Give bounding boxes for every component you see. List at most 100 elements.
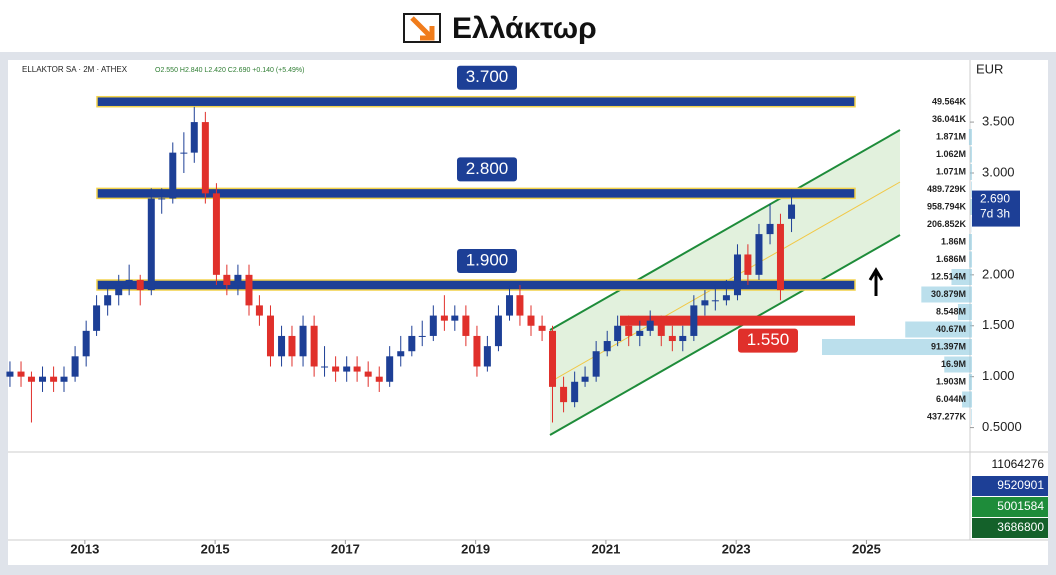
profile-bar	[970, 199, 972, 215]
x-tick-label: 2021	[591, 541, 620, 556]
profile-label: 1.062M	[936, 149, 966, 159]
candle-body	[441, 316, 448, 321]
x-tick-label: 2025	[852, 541, 881, 556]
candle-body	[679, 336, 686, 341]
symbol: ELLAKTOR SA · 2M · ATHEX	[22, 65, 128, 74]
candle-body	[484, 346, 491, 366]
candle-body	[321, 366, 328, 367]
volume-label: 9520901	[997, 478, 1044, 492]
level-label: 1.550	[747, 330, 790, 349]
candle-body	[539, 326, 546, 331]
candle-body	[6, 372, 13, 377]
ohlc: O2.550 H2.840 L2.420 C2.690 +0.140 (+5.4…	[155, 67, 304, 74]
candle-body	[213, 193, 220, 274]
countdown: 7d 3h	[980, 207, 1010, 221]
candle-body	[647, 321, 654, 331]
candle-body	[625, 326, 632, 336]
candle-body	[39, 377, 46, 382]
profile-bar	[969, 252, 972, 268]
profile-label: 49.564K	[932, 96, 967, 106]
profile-label: 30.879M	[931, 289, 966, 299]
candle-body	[115, 285, 122, 295]
candle-body	[376, 377, 383, 382]
candle-body	[408, 336, 415, 351]
y-tick-label: 2.000	[982, 266, 1015, 281]
candle-body	[158, 198, 165, 199]
candle-body	[506, 295, 513, 315]
candle-body	[267, 316, 274, 357]
candle-body	[462, 316, 469, 336]
candle-body	[734, 254, 741, 295]
candle-body	[278, 336, 285, 356]
y-tick-label: 3.000	[982, 164, 1015, 179]
candle-body	[690, 305, 697, 336]
candle-body	[755, 234, 762, 275]
profile-label: 489.729K	[927, 184, 967, 194]
candle-body	[495, 316, 502, 347]
candle-body	[332, 366, 339, 371]
candle-body	[451, 316, 458, 321]
profile-label: 12.514M	[931, 271, 966, 281]
candle-body	[288, 336, 295, 356]
profile-label: 91.397M	[931, 341, 966, 351]
profile-label: 16.9M	[941, 359, 966, 369]
x-tick-label: 2023	[722, 541, 751, 556]
currency: EUR	[976, 61, 1003, 76]
candle-body	[788, 205, 795, 219]
y-tick-label: 1.000	[982, 368, 1015, 383]
candle-body	[636, 331, 643, 336]
volume-label: 11064276	[992, 457, 1045, 471]
candle-body	[311, 326, 318, 367]
candle-body	[777, 224, 784, 290]
candle-body	[528, 316, 535, 326]
profile-bar	[970, 164, 972, 180]
level-label: 2.800	[466, 159, 509, 178]
candle-body	[256, 305, 263, 315]
candle-body	[61, 377, 68, 382]
candle-body	[767, 224, 774, 234]
candle-body	[169, 153, 176, 199]
candle-body	[386, 356, 393, 381]
candle-body	[83, 331, 90, 356]
x-tick-label: 2015	[201, 541, 230, 556]
price-label: 2.690	[980, 192, 1010, 206]
candle-body	[18, 372, 25, 377]
candle-body	[72, 356, 79, 376]
y-tick-label: 0.5000	[982, 419, 1022, 434]
level-band	[620, 316, 855, 326]
candle-body	[223, 275, 230, 285]
level-band	[97, 97, 855, 107]
level-label: 3.700	[466, 67, 509, 86]
candle-body	[593, 351, 600, 376]
profile-label: 8.548M	[936, 306, 966, 316]
candle-body	[300, 326, 307, 357]
candle-body	[604, 341, 611, 351]
profile-bar	[969, 129, 972, 145]
candle-body	[191, 122, 198, 153]
y-tick-label: 1.500	[982, 317, 1015, 332]
x-tick-label: 2017	[331, 541, 360, 556]
level-label: 1.900	[466, 251, 509, 270]
candle-body	[712, 300, 719, 301]
candle-body	[126, 280, 133, 285]
profile-label: 1.686M	[936, 254, 966, 264]
candle-body	[744, 254, 751, 274]
candle-body	[365, 372, 372, 377]
candle-body	[516, 295, 523, 315]
candle-body	[180, 153, 187, 154]
candle-body	[473, 336, 480, 367]
candle-body	[614, 326, 621, 341]
candle-body	[104, 295, 111, 305]
candle-body	[28, 377, 35, 382]
profile-label: 1.86M	[941, 236, 966, 246]
profile-label: 206.852K	[927, 219, 967, 229]
profile-label: 437.277K	[927, 411, 967, 421]
volume-label: 3686800	[997, 520, 1044, 534]
candle-body	[245, 275, 252, 306]
candle-body	[148, 198, 155, 290]
x-tick-label: 2013	[70, 541, 99, 556]
profile-label: 1.903M	[936, 376, 966, 386]
y-tick-label: 3.500	[982, 114, 1015, 129]
candle-body	[723, 295, 730, 300]
